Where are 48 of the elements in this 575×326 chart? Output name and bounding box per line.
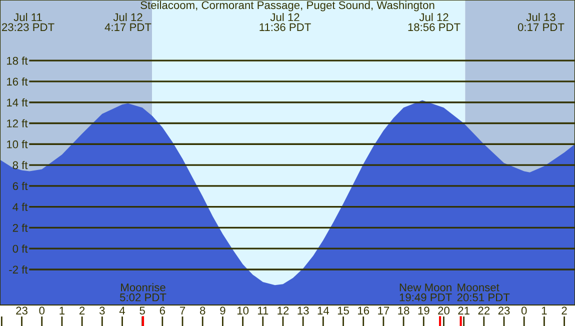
x-tick-label: 16 bbox=[358, 306, 370, 315]
y-tick-label: 8 ft bbox=[12, 161, 28, 170]
x-tick-label: 7 bbox=[180, 306, 186, 314]
x-tick-label: 0 bbox=[39, 306, 45, 315]
x-tick-label: 1 bbox=[60, 306, 64, 314]
x-tick-label: 11 bbox=[258, 306, 268, 314]
annotation: Jul 11 23:23 PDT bbox=[2, 13, 54, 32]
x-tick-label: 22 bbox=[478, 306, 490, 314]
x-tick-label: 13 bbox=[298, 306, 309, 315]
y-tick-label: 10 ft bbox=[7, 140, 28, 148]
x-tick-label: 23 bbox=[498, 306, 510, 315]
x-tick-label: 2 bbox=[80, 306, 85, 314]
y-tick-label: 14 ft bbox=[7, 98, 28, 106]
x-tick-label: 5 bbox=[140, 306, 145, 315]
x-tick-label: 3 bbox=[99, 306, 105, 315]
x-tick-label: 6 bbox=[160, 306, 166, 315]
annotation: Jul 12 4:17 PDT bbox=[104, 13, 152, 32]
y-tick-label: 12 ft bbox=[7, 119, 28, 128]
x-tick-label: 14 bbox=[318, 306, 330, 314]
y-tick-label: 18 ft bbox=[7, 56, 28, 65]
x-tick-label: 0 bbox=[521, 306, 527, 315]
x-tick-label: 12 bbox=[278, 306, 289, 314]
y-tick-label: -2 ft bbox=[9, 265, 28, 274]
ref-line-label: Moonrise 5:02 PDT bbox=[120, 283, 166, 302]
annotation: Jul 12 11:36 PDT bbox=[260, 13, 311, 32]
x-tick-label: 19 bbox=[418, 306, 430, 315]
annotation: Jul 12 18:56 PDT bbox=[408, 13, 460, 32]
ref-line-label: Moonset 20:51 PDT bbox=[457, 284, 510, 302]
y-tick-label: 16 ft bbox=[7, 77, 28, 86]
x-tick-label: 8 bbox=[200, 306, 206, 315]
x-tick-label: 4 bbox=[119, 306, 125, 314]
annotation: Jul 13 0:17 PDT bbox=[518, 13, 564, 32]
x-tick-label: 9 bbox=[220, 306, 226, 315]
chart-title: Steilacoom, Cormorant Passage, Puget Sound, Washington bbox=[140, 0, 434, 12]
x-tick-label: 23 bbox=[16, 306, 28, 315]
ref-line-label: New Moon 19:49 PDT bbox=[400, 284, 452, 302]
x-tick-label: 20 bbox=[438, 306, 450, 315]
x-tick-label: 18 bbox=[398, 306, 410, 315]
y-tick-label: 0 ft bbox=[12, 244, 28, 253]
x-tick-label: 15 bbox=[338, 306, 349, 315]
y-tick-label: 2 ft bbox=[12, 224, 28, 232]
x-tick-label: 21 bbox=[458, 306, 470, 314]
x-tick-label: 2 bbox=[562, 306, 567, 314]
x-tick-label: 1 bbox=[542, 306, 547, 314]
y-tick-label: 6 ft bbox=[12, 182, 28, 190]
y-tick-label: 4 ft bbox=[12, 202, 28, 211]
x-tick-label: 17 bbox=[378, 306, 390, 314]
x-tick-label: 10 bbox=[237, 306, 249, 315]
